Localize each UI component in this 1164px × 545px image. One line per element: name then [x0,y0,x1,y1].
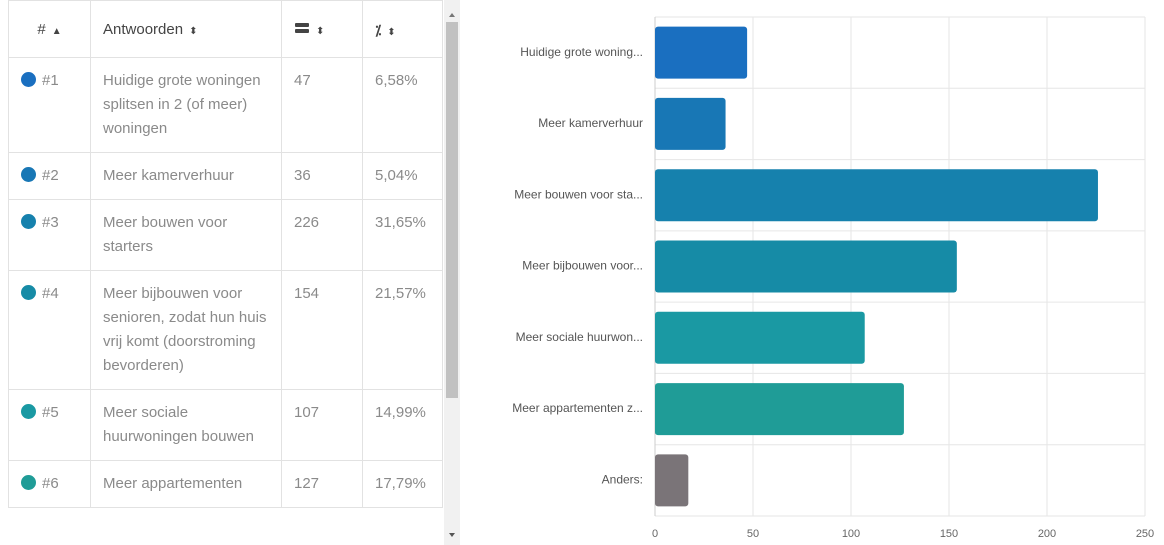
header-text: # [37,21,46,38]
cell-text: 36 [294,167,311,184]
header-index[interactable]: # ▲ [8,0,91,58]
table-cell: Meer bouwen voor starters [90,199,282,271]
table-cell: 127 [281,460,363,508]
x-tick-label: 100 [842,528,860,540]
table-cell: #3 [8,199,91,271]
bar [655,311,865,364]
table-cell: Meer sociale huurwoningen bouwen [90,389,282,461]
cell-text: #6 [42,475,59,492]
table-cell: 31,65% [362,199,443,271]
table-cell: 21,57% [362,270,443,390]
x-tick-label: 150 [940,528,958,540]
cell-text: 6,58% [375,72,418,89]
header-text: Antwoorden [103,21,184,38]
y-tick-label: Meer kamerverhuur [538,116,643,130]
table-cell: 107 [281,389,363,461]
cell-text: 14,99% [375,404,426,421]
color-dot [21,167,36,182]
table-cell: Huidige grote woningen splitsen in 2 (of… [90,57,282,153]
cell-text: Meer bijbouwen voor senioren, zodat hun … [103,285,267,374]
cell-text: #3 [42,214,59,231]
cell-text: Meer appartementen [103,475,243,492]
color-dot [21,72,36,87]
table-row: #2 Meer kamerverhuur 36 5,04% [8,152,443,200]
y-tick-label: Anders: [602,473,643,487]
y-tick-label: Meer bouwen voor sta... [514,187,643,201]
table-cell: Meer bijbouwen voor senioren, zodat hun … [90,270,282,390]
table-row: #5 Meer sociale huurwoningen bouwen 107 14,… [8,389,443,461]
cell-text: 21,57% [375,285,426,302]
table-row: #1 Huidige grote woningen splitsen in 2 (… [8,57,443,153]
x-tick-label: 250 [1136,528,1154,540]
cell-text: 31,65% [375,214,426,231]
table-cell: #4 [8,270,91,390]
table-cell: #2 [8,152,91,200]
table-cell: 226 [281,199,363,271]
x-tick-label: 50 [747,528,759,540]
percent-icon: ⁒ [375,22,382,38]
count-icon [295,23,309,33]
table-cell: 6,58% [362,57,443,153]
color-dot [21,285,36,300]
y-tick-label: Huidige grote woning... [520,45,643,59]
cell-text: #1 [42,72,59,89]
table-cell: #5 [8,389,91,461]
table-cell: 17,79% [362,460,443,508]
table-row: #4 Meer bijbouwen voor senioren, zodat hu… [8,270,443,390]
cell-text: 17,79% [375,475,426,492]
cell-text: Huidige grote woningen splitsen in 2 (of… [103,72,261,137]
color-dot [21,475,36,490]
table-panel: # ▲ Antwoorden ⬍ ⬍ ⁒ ⬍ #1 Huidige grote woni… [0,0,460,545]
cell-text: Meer kamerverhuur [103,167,234,184]
table-cell: Meer appartementen [90,460,282,508]
table-cell: 14,99% [362,389,443,461]
table-cell: 154 [281,270,363,390]
bar [655,97,726,150]
cell-text: #2 [42,167,59,184]
bar [655,383,904,436]
x-tick-label: 0 [652,528,658,540]
x-tick-label: 200 [1038,528,1056,540]
cell-text: #4 [42,285,59,302]
table-cell: Meer kamerverhuur [90,152,282,200]
bar-chart: 0 50 100 150 200 250 Huidige grote woning... Me… [512,16,1154,540]
cell-text: 47 [294,72,311,89]
y-tick-label: Meer sociale huurwon... [516,330,643,344]
bar [655,169,1098,222]
color-dot [21,404,36,419]
bar [655,454,689,507]
cell-text: Meer sociale huurwoningen bouwen [103,404,254,445]
cell-text: 127 [294,475,320,492]
color-dot [21,214,36,229]
cell-text: Meer bouwen voor starters [103,214,228,255]
cell-text: #5 [42,404,59,421]
scrollbar-thumb[interactable] [446,22,458,398]
bar [655,26,748,79]
table-cell: 36 [281,152,363,200]
cell-text: 154 [294,285,320,302]
table-cell: 47 [281,57,363,153]
y-tick-label: Meer bijbouwen voor... [522,259,643,273]
cell-text: 107 [294,404,320,421]
header-row: # ▲ Antwoorden ⬍ ⬍ ⁒ ⬍ [8,0,443,58]
cell-text: 226 [294,214,320,231]
table-cell: #6 [8,460,91,508]
header-answers[interactable]: Antwoorden ⬍ [90,0,282,58]
header-count[interactable]: ⬍ [281,0,363,58]
scroll-arrows [449,13,455,537]
table-row: #3 Meer bouwen voor starters 226 31,65% [8,199,443,271]
table-cell: 5,04% [362,152,443,200]
header-percent[interactable]: ⁒ ⬍ [362,0,443,58]
scrollbar[interactable] [444,0,460,545]
table-body: #1 Huidige grote woningen splitsen in 2 (… [8,57,443,508]
y-tick-label: Meer appartementen z... [512,401,643,415]
cell-text: 5,04% [375,167,418,184]
bar [655,240,957,293]
table-row: #6 Meer appartementen 127 17,79% [8,460,443,508]
table-cell: #1 [8,57,91,153]
results-table: # ▲ Antwoorden ⬍ ⬍ ⁒ ⬍ #1 Huidige grote woni… [8,0,443,508]
